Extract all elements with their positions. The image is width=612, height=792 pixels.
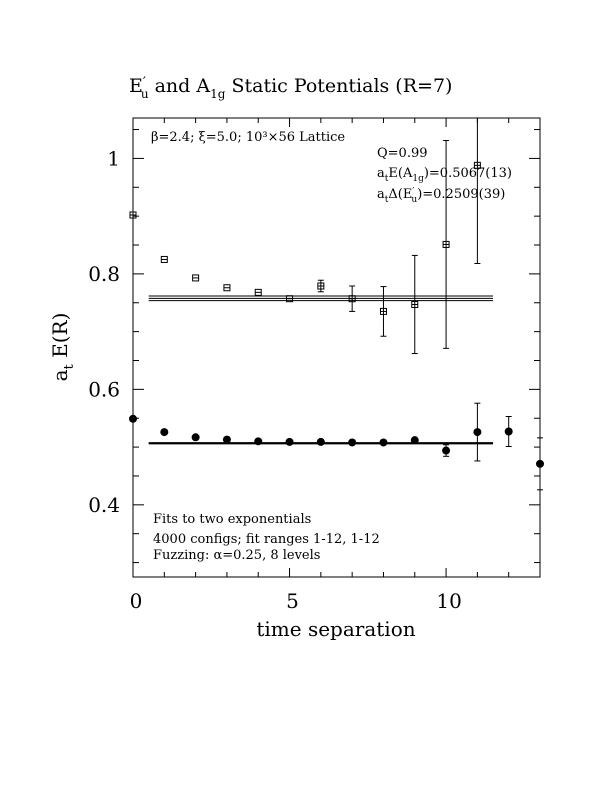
configs-annotation: 4000 configs; fit ranges 1-12, 1-12 [153,532,380,547]
lattice-annotation: β=2.4; ξ=5.0; 10³×56 Lattice [151,130,345,145]
energy-value: )=0.5067(13) [424,166,512,181]
tick-labels: 0 5 10 0.4 0.6 0.8 1 [88,146,462,613]
y-tick-label: 0.4 [88,493,120,517]
circle-marker [222,435,231,444]
x-tick-label: 10 [436,589,461,613]
title-a-sub: 1g [210,87,226,101]
y-tick-label: 0.6 [88,377,120,401]
excited-point [473,118,481,264]
excited-point [379,286,387,337]
title-and: and A [149,75,211,97]
excited-point [411,254,419,355]
ground-point [129,414,137,423]
y-tick-label: 0.8 [88,262,120,286]
delta-annotation: atΔ(E′ u)=0.2509(39) [377,187,505,205]
excited-point [348,285,356,312]
delta-mid: Δ(E [388,187,412,202]
ground-point [285,437,294,446]
circle-marker [254,437,263,446]
ground-point [536,437,544,491]
ground-point [316,437,325,446]
title-e-sub: u [141,87,149,101]
circle-marker [348,438,357,447]
chart-title: E′ u and A1g Static Potentials (R=7) [129,75,452,101]
circle-marker [536,459,544,468]
excited-point [317,279,325,293]
y-label-rest: E(R) [48,313,72,365]
circle-marker [285,437,294,446]
y-axis-label: at E(R) [48,313,77,382]
circle-marker [410,436,419,445]
ground-point [191,433,200,442]
delta-value: )=0.2509(39) [417,187,505,202]
axis-ticks [132,118,541,577]
circle-marker [160,428,169,437]
circle-marker [473,428,482,437]
excited-point [223,284,231,292]
ground-point [348,438,357,447]
circle-marker [191,433,200,442]
delta-prime: ′ [412,187,414,197]
ground-point [222,435,231,444]
excited-point [254,288,262,296]
y-label-a: a [48,369,72,381]
y-tick-label: 1 [107,146,120,170]
x-tick-label: 0 [130,589,143,613]
data-points [129,118,544,491]
circle-marker [442,446,451,455]
ground-point [473,402,482,462]
circle-marker [316,437,325,446]
energy-annotation: atE(A1g)=0.5067(13) [377,166,512,184]
circle-marker [379,438,388,447]
ground-point [160,428,169,437]
excited-point [160,255,168,263]
energy-mid: E(A [388,166,413,181]
delta-u: u [411,195,417,205]
circle-marker [504,427,513,436]
energy-t: t [385,174,389,184]
fits-annotation: Fits to two exponentials [153,512,311,527]
ground-point [442,444,451,457]
delta-t: t [385,195,389,205]
ground-point [379,438,388,447]
x-axis-label: time separation [256,617,415,641]
title-e-prime: ′ [143,75,146,90]
excited-point [192,274,200,282]
energy-1g: 1g [412,174,424,184]
title-rest: Static Potentials (R=7) [225,75,452,97]
fuzzing-annotation: Fuzzing: α=0.25, 8 levels [153,548,320,563]
fit-lines [148,295,494,445]
q-annotation: Q=0.99 [377,146,428,161]
x-tick-label: 5 [286,589,299,613]
ground-point [254,437,263,446]
ground-point [504,415,513,448]
energy-a: a [377,166,385,181]
circle-marker [129,414,137,423]
title-e: E [129,75,143,97]
delta-a: a [377,187,385,202]
excited-point [286,295,294,303]
excited-point [129,211,137,219]
ground-point [410,436,419,445]
excited-point [442,140,450,349]
y-label-sub: t [62,363,77,369]
plot-frame [132,117,541,578]
